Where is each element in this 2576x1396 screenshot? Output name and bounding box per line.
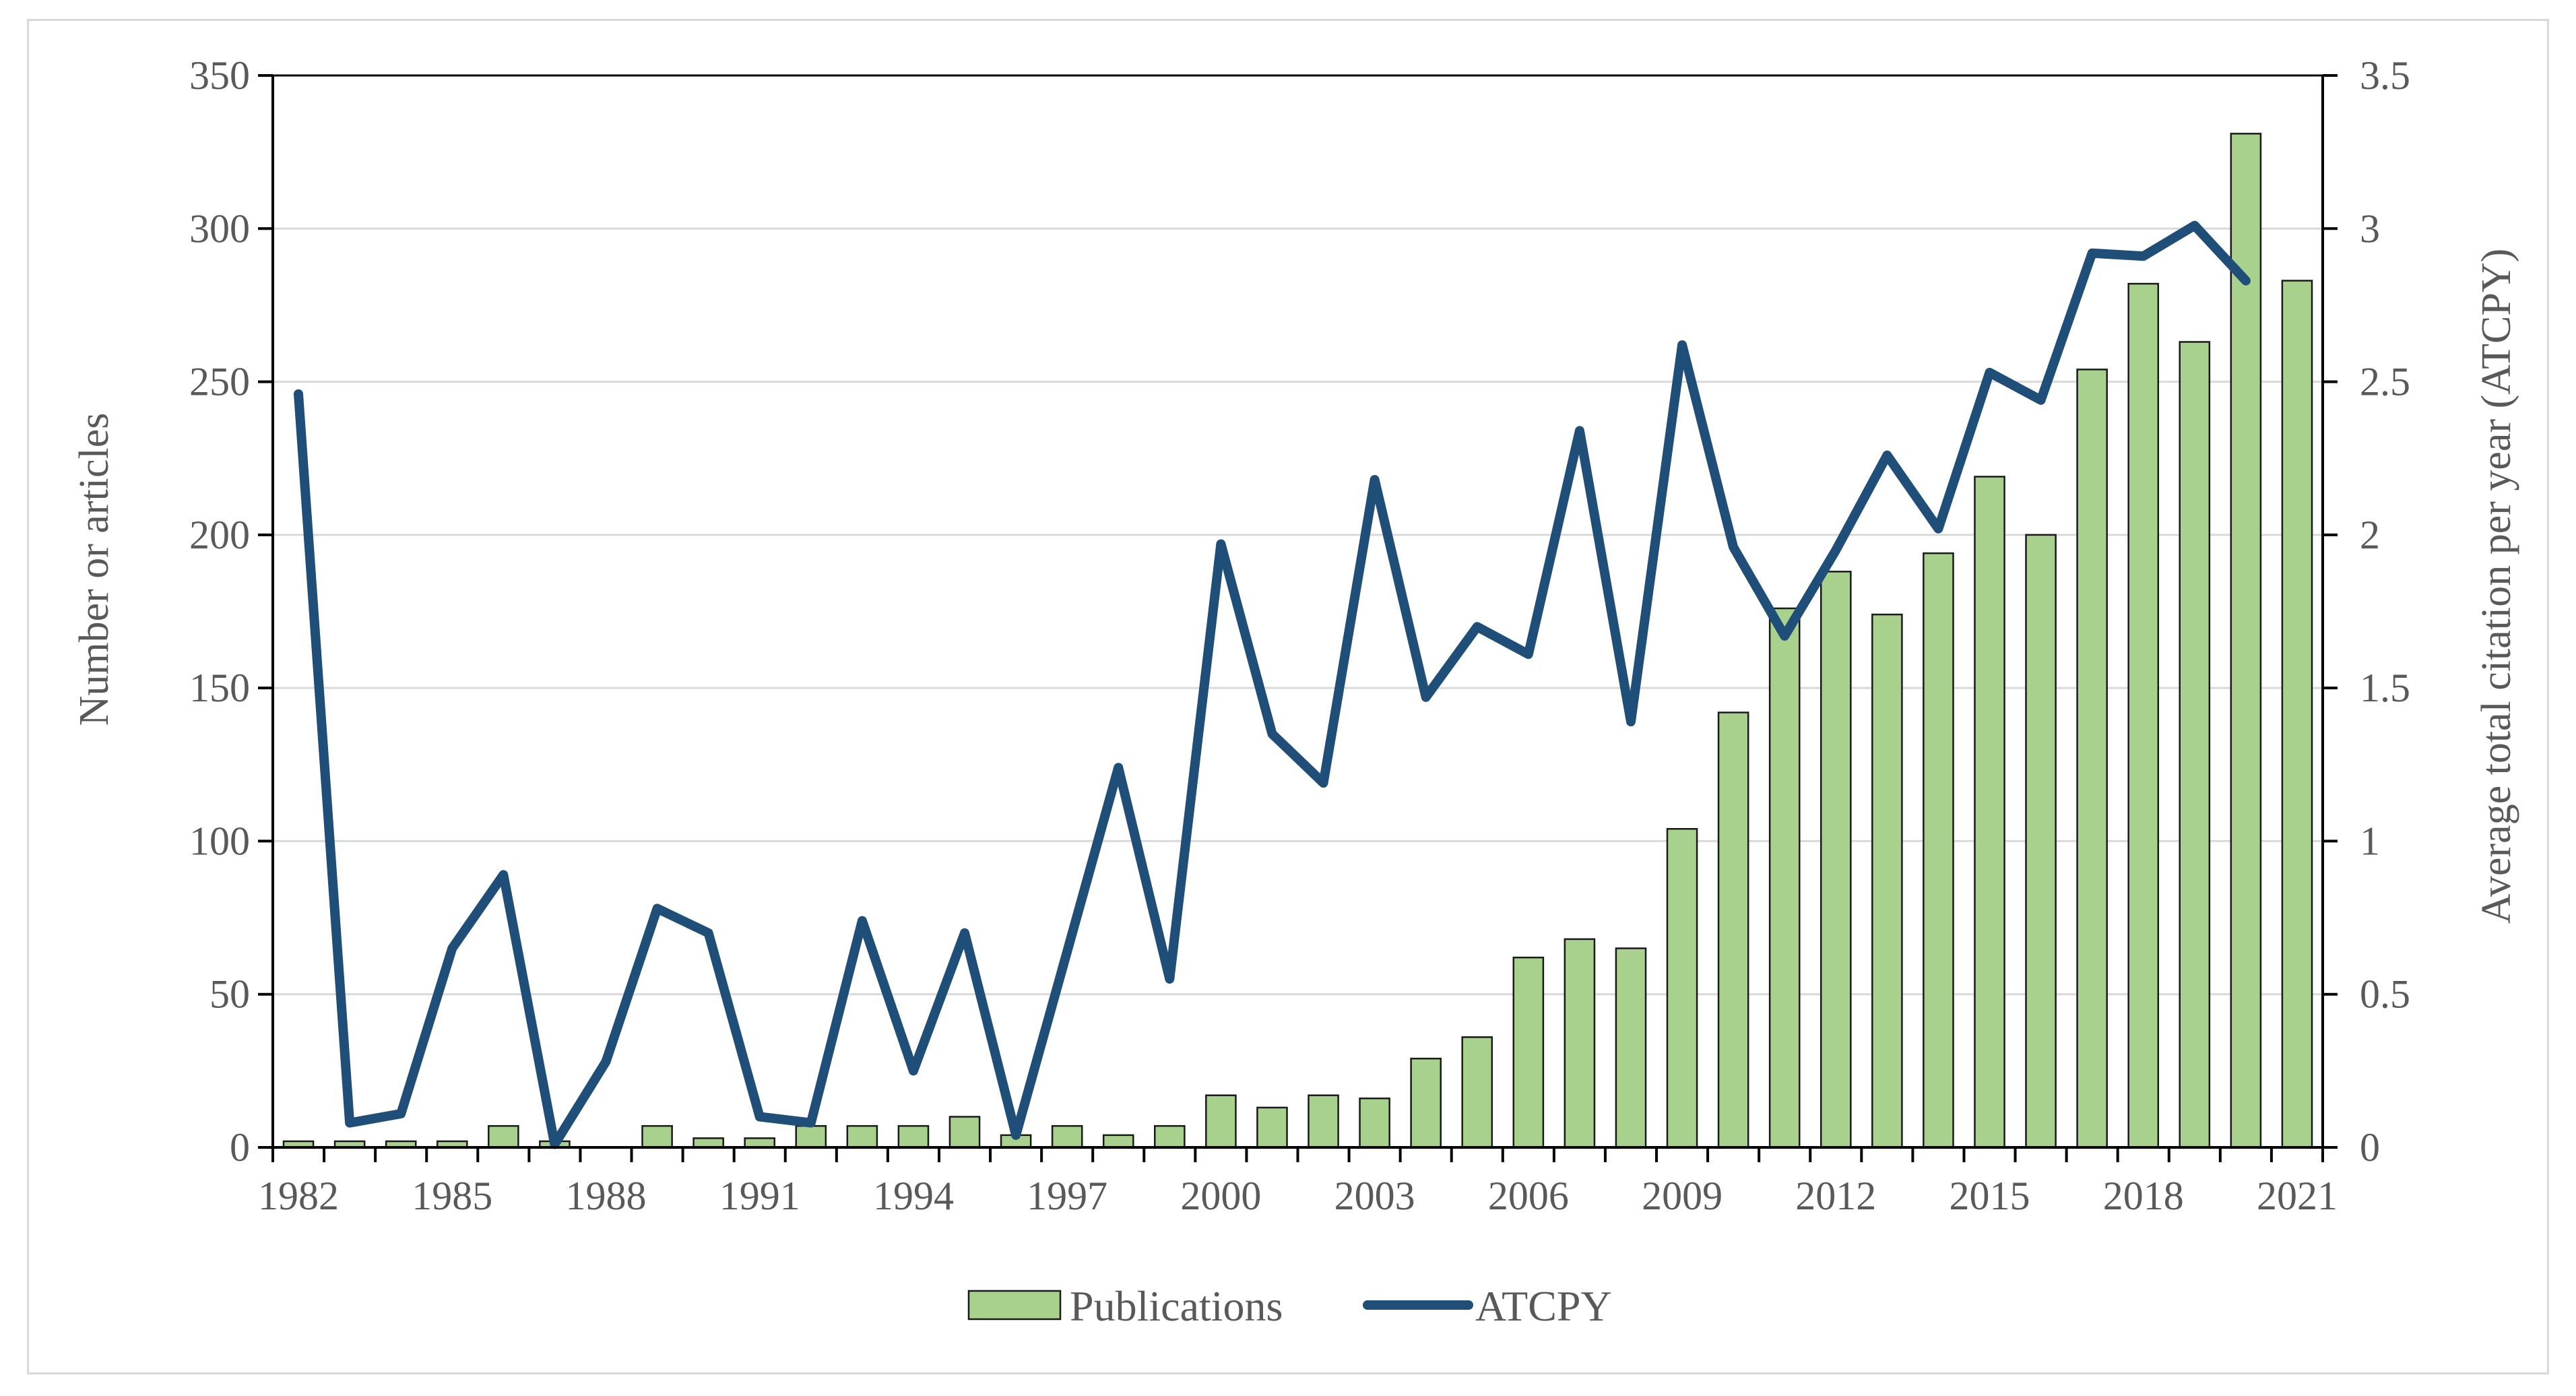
bar-publications-2017	[2076, 369, 2108, 1149]
x-tick-label-1994: 1994	[873, 1174, 954, 1218]
atcpy-point-1982	[298, 393, 299, 395]
x-tick-label-1982: 1982	[258, 1174, 339, 1218]
bar-publications-2010	[1717, 711, 1749, 1149]
left-tick-label: 150	[189, 666, 250, 710]
bar-publications-1991	[744, 1137, 776, 1149]
right-tick-label: 2	[2360, 513, 2380, 557]
x-tick-label-2012: 2012	[1795, 1174, 1876, 1218]
publication-bars	[282, 133, 2313, 1149]
atcpy-point-2009	[1681, 344, 1683, 346]
bar-publications-2012	[1820, 571, 1852, 1149]
gridlines	[273, 74, 2323, 996]
atcpy-point-2015	[1989, 372, 1991, 373]
right-axis-ticks: 0 0.5 1 1.5 2 2.5 3 3.5	[2323, 53, 2410, 1170]
x-tick-label-1997: 1997	[1027, 1174, 1107, 1218]
bar-publications-2014	[1923, 552, 1954, 1149]
right-tick-label: 0	[2360, 1125, 2380, 1170]
bar-publications-2016	[2025, 534, 2057, 1149]
right-tick-label: 3	[2360, 206, 2380, 251]
x-tick-label-2009: 2009	[1642, 1174, 1722, 1218]
bar-publications-2019	[2179, 341, 2211, 1149]
x-axis-ticks: 1982 1985 1988 1991 1994 1997 2000 2003 2006 2009…	[258, 1147, 2338, 1218]
legend: Publications ATCPY	[967, 1282, 1612, 1330]
bar-publications-1992	[795, 1124, 827, 1149]
bar-publications-2011	[1768, 607, 1801, 1149]
bar-publications-2018	[2127, 282, 2160, 1149]
atcpy-point-2002	[1323, 782, 1324, 784]
left-tick-label: 200	[189, 513, 250, 557]
x-tick-label-2006: 2006	[1488, 1174, 1569, 1218]
bar-publications-2021	[2281, 280, 2313, 1149]
bar-publications-2001	[1256, 1106, 1288, 1149]
bar-publications-2002	[1308, 1094, 1339, 1149]
atcpy-point-1985	[451, 948, 453, 949]
bar-publications-2000	[1205, 1094, 1237, 1149]
atcpy-point-2014	[1937, 528, 1939, 530]
bar-publications-2015	[1974, 476, 2005, 1149]
bar-publications-1989	[641, 1124, 673, 1149]
bar-publications-1995	[948, 1116, 981, 1149]
bar-publications-2008	[1615, 947, 1647, 1149]
atcpy-point-2019	[2194, 225, 2195, 226]
x-tick-label-1988: 1988	[565, 1174, 646, 1218]
bar-publications-2005	[1461, 1036, 1493, 1149]
right-tick-label: 2.5	[2360, 360, 2410, 404]
x-tick-label-1985: 1985	[412, 1174, 492, 1218]
bar-publications-1986	[488, 1124, 519, 1149]
right-tick-label: 3.5	[2360, 53, 2410, 98]
bar-publications-1993	[846, 1124, 878, 1149]
left-tick-label: 0	[230, 1125, 250, 1170]
bar-publications-1998	[1102, 1134, 1134, 1149]
bar-publications-2013	[1871, 613, 1903, 1149]
bar-publications-1990	[693, 1137, 724, 1149]
x-tick-label-2015: 2015	[1950, 1174, 2030, 1218]
bar-publications-2006	[1512, 956, 1545, 1149]
atcpy-point-1990	[708, 932, 709, 934]
left-axis-ticks: 0 50 100 150 200 250 300 350	[189, 53, 273, 1170]
right-axis-title: Average total citation per year (ATCPY)	[2474, 249, 2519, 924]
atcpy-point-1998	[1118, 767, 1119, 768]
axes	[271, 74, 2324, 1149]
atcpy-line-layer	[294, 220, 2251, 1149]
atcpy-point-2011	[1784, 635, 1785, 637]
x-tick-label-2018: 2018	[2103, 1174, 2184, 1218]
bar-publications-1994	[897, 1124, 930, 1149]
x-tick-label-2021: 2021	[2257, 1174, 2338, 1218]
legend-label-publications: Publications	[1070, 1282, 1283, 1330]
atcpy-point-1991	[759, 1116, 761, 1118]
legend-swatch-publications	[967, 1290, 1062, 1321]
bar-publications-1997	[1051, 1124, 1083, 1149]
bar-publications-2004	[1410, 1057, 1442, 1149]
x-tick-label-2003: 2003	[1334, 1174, 1415, 1218]
right-tick-label: 1.5	[2360, 666, 2410, 710]
legend-label-atcpy: ATCPY	[1475, 1282, 1612, 1330]
atcpy-point-1987	[554, 1143, 555, 1145]
atcpy-point-1999	[1169, 978, 1170, 980]
x-tick-label-2000: 2000	[1180, 1174, 1261, 1218]
left-axis-title: Number or articles	[71, 413, 117, 726]
bar-publications-1999	[1154, 1124, 1186, 1149]
atcpy-point-2020	[2245, 280, 2247, 282]
atcpy-point-2010	[1733, 546, 1734, 548]
bar-publications-2009	[1666, 827, 1698, 1149]
bar-publications-2020	[2230, 133, 2262, 1149]
bar-publications-2007	[1564, 938, 1596, 1149]
right-tick-label: 0.5	[2360, 972, 2410, 1017]
atcpy-point-1997	[1066, 951, 1068, 952]
left-tick-label: 50	[210, 972, 250, 1017]
bar-publications-2003	[1359, 1098, 1390, 1149]
x-tick-label-1991: 1991	[719, 1174, 800, 1218]
left-tick-label: 100	[189, 819, 250, 863]
left-tick-label: 350	[189, 53, 250, 98]
left-tick-label: 250	[189, 360, 250, 404]
left-tick-label: 300	[189, 206, 250, 251]
atcpy-point-1992	[810, 1122, 812, 1124]
atcpy-point-2018	[2143, 255, 2144, 257]
right-tick-label: 1	[2360, 819, 2380, 863]
